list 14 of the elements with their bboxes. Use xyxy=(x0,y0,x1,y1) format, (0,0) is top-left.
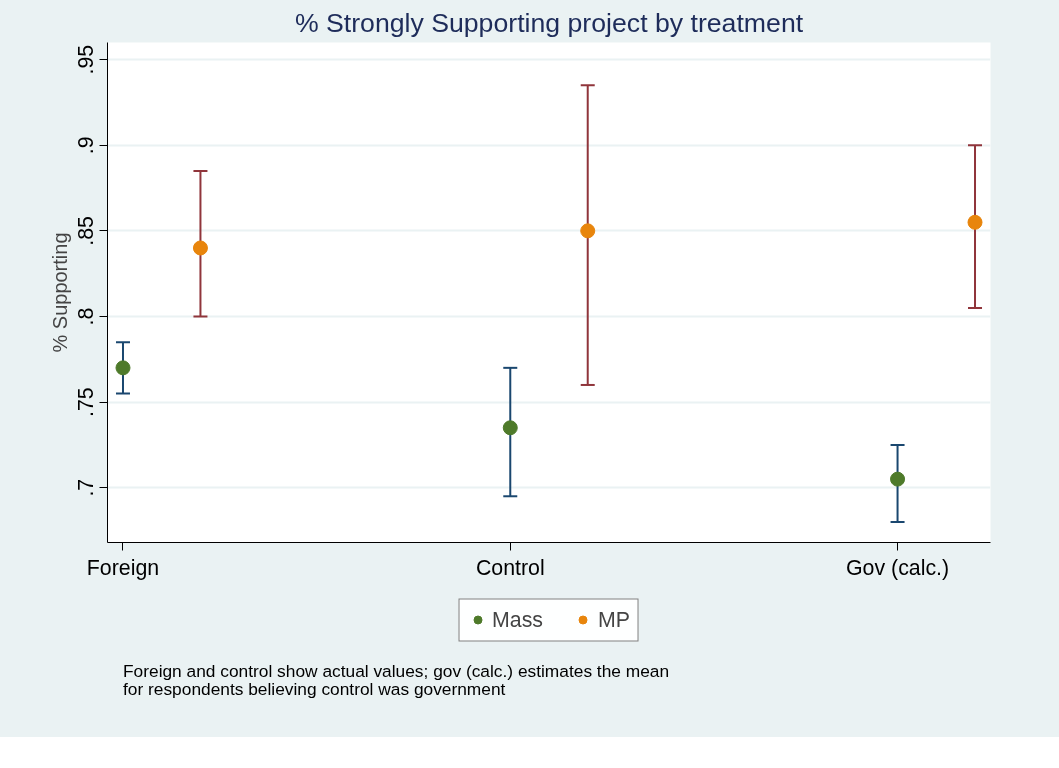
y-tick-label: .9 xyxy=(74,136,99,155)
chart-title: % Strongly Supporting project by treatment xyxy=(294,7,804,38)
legend-label: Mass xyxy=(492,607,543,632)
y-tick-label: .7 xyxy=(74,478,99,497)
y-tick-label: .8 xyxy=(74,307,99,326)
y-tick-label: .95 xyxy=(74,44,99,75)
legend-label: MP xyxy=(597,607,630,632)
x-tick-label: Foreign xyxy=(86,555,160,580)
x-tick-label: Control xyxy=(475,555,545,580)
text: Foreign and control show actual values; gov (calc.) estimates the mean for respondents believing control was government xyxy=(123,661,670,700)
x-tick-label: Gov (calc.) xyxy=(846,555,950,580)
y-tick-label: .85 xyxy=(74,216,99,246)
y-axis-title: % Supporting xyxy=(48,232,71,353)
y-tick-label: .75 xyxy=(74,387,99,417)
